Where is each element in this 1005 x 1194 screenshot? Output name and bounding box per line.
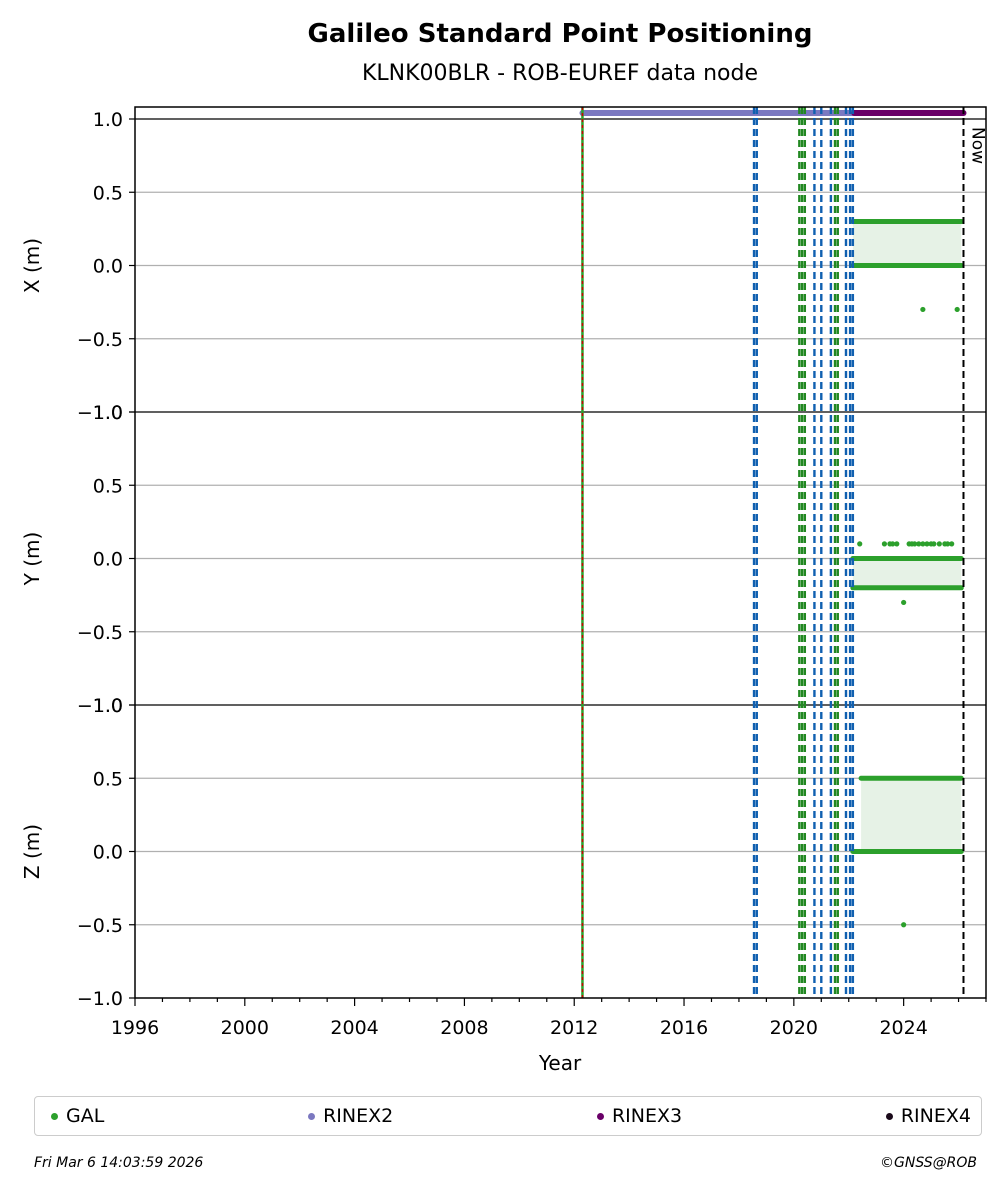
gal-point <box>924 541 930 547</box>
plot-frame <box>134 106 987 999</box>
footer-copyright: ©GNSS@ROB <box>880 1155 977 1171</box>
gal-point <box>949 541 955 547</box>
x-tick-label: 2024 <box>879 1017 927 1039</box>
y-tick-label: 0.0 <box>93 842 123 864</box>
footer-timestamp: Fri Mar 6 14:03:59 2026 <box>34 1155 204 1171</box>
y-tick-label: 0.5 <box>93 768 123 790</box>
chart-subtitle: KLNK00BLR - ROB-EUREF data node <box>362 61 758 86</box>
now-label: Now <box>967 127 987 164</box>
plot-area: 1.0 0.5 0.0 −0.5 −1.0 X (m) 1.0 0.5 0.0 −0.5 −1.0 Y… <box>20 106 987 1039</box>
legend-label: RINEX4 <box>900 1105 971 1127</box>
legend-item-gal: GAL <box>51 1105 104 1127</box>
legend-label: GAL <box>66 1105 105 1127</box>
y-tick-label: −0.5 <box>77 915 123 937</box>
legend-item-rinex4: RINEX4 <box>885 1105 971 1127</box>
y-tick-label: −1.0 <box>77 695 123 717</box>
gal-point <box>901 922 907 928</box>
y-tick-label: −0.5 <box>77 329 123 351</box>
y-tick-label: −1.0 <box>77 402 123 424</box>
legend-marker-icon <box>885 1112 893 1120</box>
gnss-chart: Galileo Standard Point Positioning KLNK0… <box>20 19 987 1075</box>
gal-point <box>916 541 922 547</box>
gal-point <box>954 306 960 313</box>
x-tick-label: 2012 <box>550 1017 598 1039</box>
x-tick-label: 1996 <box>111 1017 159 1039</box>
gal-point <box>920 541 926 547</box>
legend: GAL RINEX2 RINEX3 RINEX4 <box>34 1096 982 1136</box>
gal-point <box>901 599 907 606</box>
chart-title: Galileo Standard Point Positioning <box>308 19 813 49</box>
x-tick-label: 2008 <box>440 1017 488 1039</box>
gal-point <box>944 541 951 547</box>
x-tick-label: 2000 <box>221 1017 269 1039</box>
panel-y: 1.0 0.5 0.0 −0.5 −1.0 Y (m) <box>20 402 986 717</box>
x-axis-label: Year <box>538 1051 582 1075</box>
y-tick-label: 1.0 <box>93 402 123 424</box>
gal-point <box>857 541 863 547</box>
y-tick-label: −0.5 <box>77 622 123 644</box>
x-tick-label: 2020 <box>770 1017 818 1039</box>
y-axis-label: Z (m) <box>20 824 44 879</box>
gal-spread <box>852 221 962 266</box>
x-tick-label: 2016 <box>660 1017 708 1039</box>
gal-point <box>920 306 926 313</box>
y-axis-label: Y (m) <box>20 532 44 587</box>
legend-marker-icon <box>596 1112 604 1120</box>
y-tick-label: 0.5 <box>93 182 123 204</box>
x-tick-label: 2004 <box>330 1017 378 1039</box>
legend-label: RINEX2 <box>323 1105 394 1127</box>
y-tick-label: −1.0 <box>77 988 123 1010</box>
gal-spread <box>861 778 962 852</box>
legend-item-rinex3: RINEX3 <box>596 1105 683 1127</box>
gal-point <box>894 541 900 547</box>
gal-spread <box>852 558 962 588</box>
panel-x: 1.0 0.5 0.0 −0.5 −1.0 X (m) <box>20 109 986 424</box>
legend-label: RINEX3 <box>611 1105 683 1127</box>
panel-z: 1.0 0.5 0.0 −0.5 −1.0 Z (m) <box>20 695 986 1010</box>
y-tick-label: 0.0 <box>93 549 123 571</box>
legend-marker-icon <box>51 1112 58 1120</box>
gal-point <box>890 541 896 547</box>
gal-point <box>912 541 918 547</box>
y-tick-label: 0.0 <box>93 256 123 278</box>
y-tick-label: 1.0 <box>93 695 123 717</box>
y-tick-label: 0.5 <box>93 475 123 497</box>
gal-point <box>936 541 942 547</box>
legend-marker-icon <box>308 1112 316 1120</box>
legend-item-rinex2: RINEX2 <box>308 1105 393 1127</box>
gal-point <box>931 541 937 547</box>
y-axis-label: X (m) <box>20 238 44 293</box>
y-tick-label: 1.0 <box>93 109 123 131</box>
gal-point <box>881 541 888 547</box>
